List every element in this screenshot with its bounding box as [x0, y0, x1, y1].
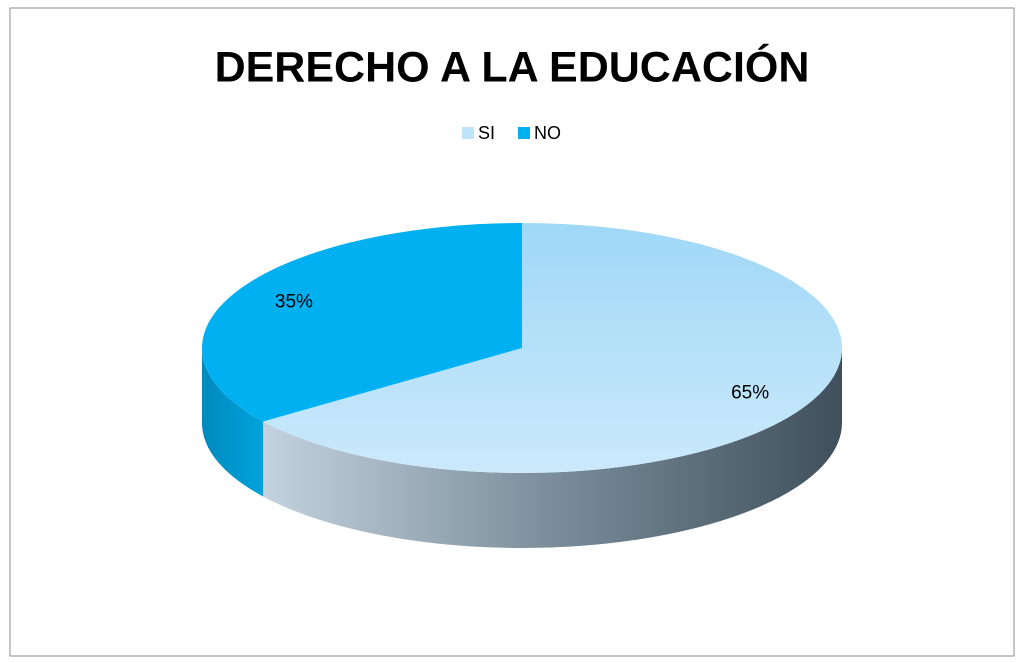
legend-label: NO	[534, 123, 561, 143]
slice-side	[263, 348, 842, 549]
chart-title: DERECHO A LA EDUCACIÓN	[215, 42, 810, 91]
data-label: 35%	[275, 292, 313, 313]
legend-label: SI	[478, 123, 495, 143]
slice	[263, 223, 842, 473]
slice-side	[202, 348, 264, 497]
slice	[201, 223, 522, 422]
legend-swatch	[462, 127, 474, 139]
legend-swatch	[518, 127, 530, 139]
data-label: 65%	[731, 382, 769, 403]
